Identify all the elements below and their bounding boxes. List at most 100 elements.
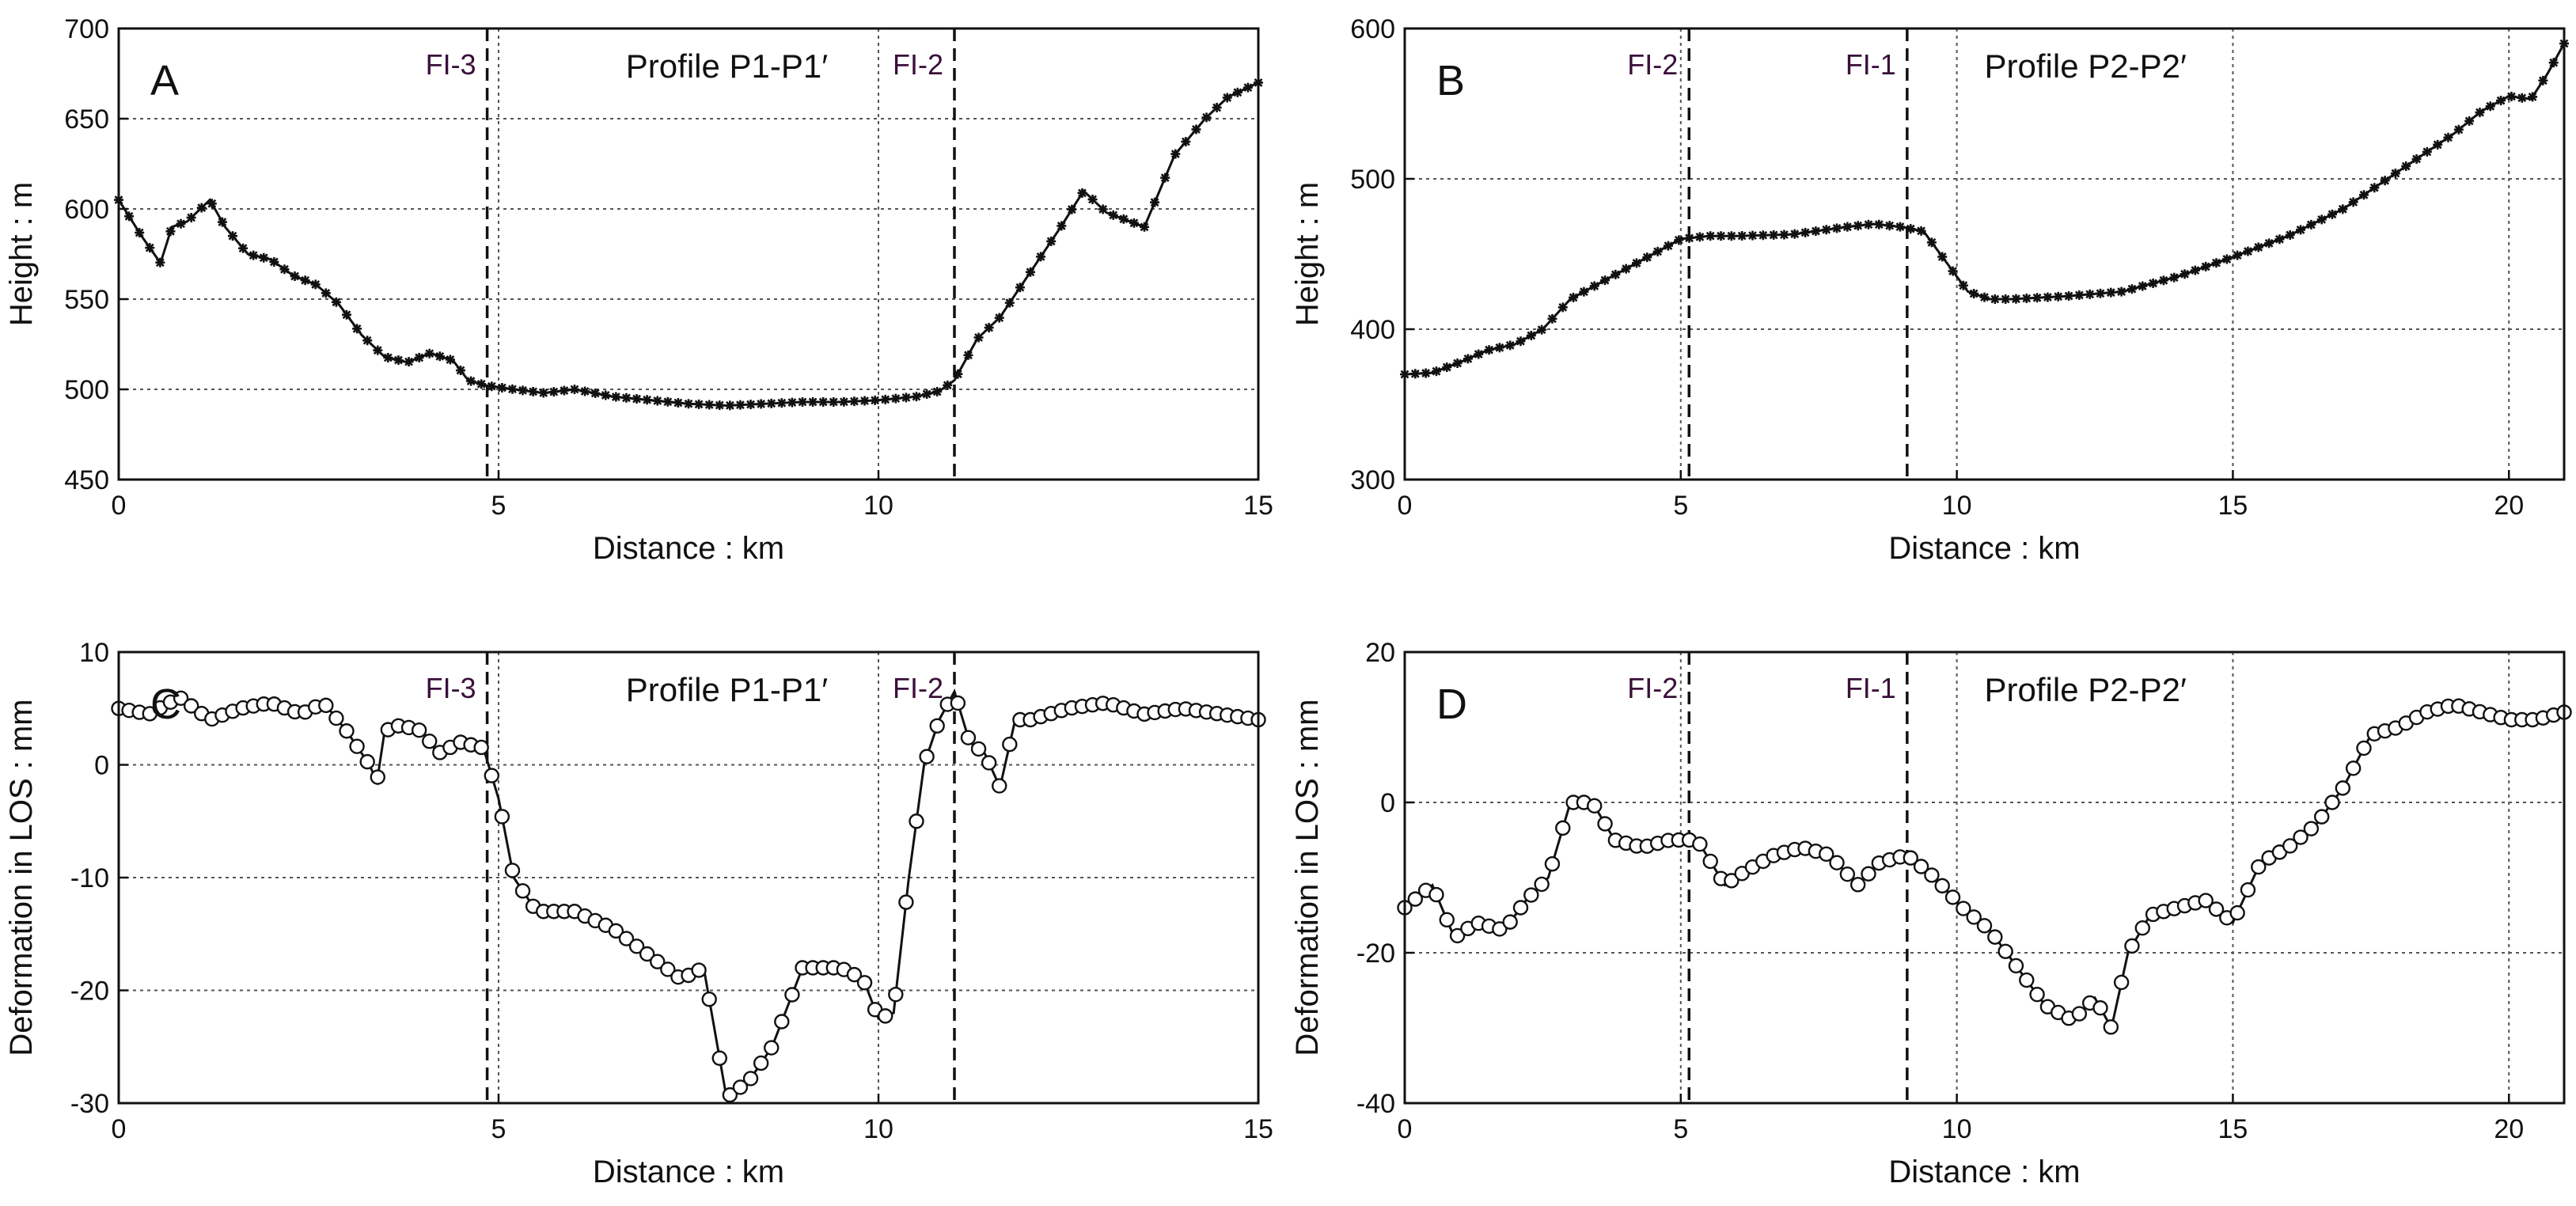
data-point	[950, 695, 966, 711]
data-point	[2284, 229, 2297, 241]
data-point	[1944, 889, 1961, 905]
data-point	[722, 1087, 738, 1103]
data-point	[1555, 820, 1571, 836]
data-point	[672, 396, 685, 409]
data-point	[1076, 187, 1088, 199]
data-point	[1987, 929, 2003, 945]
data-point	[983, 321, 995, 334]
data-point	[484, 768, 499, 783]
data-point	[299, 274, 311, 286]
data-point	[1978, 291, 1990, 303]
series-line	[118, 688, 1259, 1100]
data-point	[2071, 1006, 2088, 1022]
data-point	[1472, 348, 1485, 360]
panel-a: FI-3 FI-2 0 5 10 15 450 500 550 600 650 700 Distance…	[4, 14, 1273, 566]
data-point	[2042, 291, 2054, 303]
data-point	[1861, 866, 1876, 882]
data-point	[1546, 313, 1558, 325]
data-point	[1138, 221, 1151, 233]
fault-label: FI-2	[1627, 48, 1678, 81]
data-point	[620, 392, 632, 404]
data-point	[216, 216, 229, 228]
axes-frame	[117, 27, 1260, 481]
data-point	[1852, 219, 1864, 232]
data-point	[2251, 859, 2267, 875]
data-point	[755, 398, 767, 410]
data-point	[496, 381, 508, 394]
data-point	[579, 385, 591, 397]
data-point	[1967, 287, 1980, 300]
data-point	[993, 312, 1006, 324]
data-point	[434, 350, 446, 362]
data-point	[960, 730, 977, 745]
data-point	[1407, 891, 1424, 907]
data-point	[1767, 229, 1780, 241]
data-point	[226, 229, 239, 242]
profile-label: Profile P1-P1′	[626, 47, 828, 85]
x-tick-label: 15	[2218, 1114, 2248, 1144]
data-point	[952, 368, 964, 380]
data-point	[898, 894, 914, 910]
data-point	[2516, 92, 2529, 104]
data-point	[660, 961, 676, 977]
data-point	[1976, 918, 1993, 934]
data-point	[1715, 229, 1727, 242]
data-point	[1169, 148, 1182, 160]
data-point	[1610, 268, 1622, 281]
data-point	[1641, 251, 1653, 264]
y-tick-label: 650	[64, 104, 109, 135]
data-point	[195, 202, 208, 214]
data-point	[848, 395, 860, 408]
data-point	[1989, 293, 2001, 305]
data-point	[2103, 1019, 2119, 1035]
panel-d: FI-2 FI-1 0 5 10 15 20 -40 -20 0 20 Distance : km De…	[1290, 638, 2572, 1189]
data-point	[1201, 112, 1212, 123]
data-point	[1502, 914, 1518, 930]
data-point	[2199, 260, 2212, 273]
x-tick-label: 15	[2218, 491, 2248, 521]
data-point	[1087, 193, 1098, 206]
data-point	[371, 344, 384, 356]
data-point	[827, 396, 840, 408]
data-point	[992, 778, 1007, 794]
data-point	[339, 723, 355, 739]
data-point	[2052, 290, 2065, 303]
data-point	[527, 385, 539, 398]
x-tick-label: 5	[491, 491, 506, 521]
data-point	[765, 397, 778, 410]
data-point	[2293, 829, 2309, 845]
data-point	[568, 383, 581, 396]
y-axis-label: Height : m	[4, 182, 39, 326]
data-point	[1492, 921, 1508, 937]
data-point	[1694, 231, 1706, 243]
data-point	[1925, 237, 1938, 248]
data-point	[1947, 265, 1959, 277]
data-point	[2073, 289, 2085, 302]
data-point	[2208, 901, 2225, 917]
data-point	[2453, 123, 2465, 136]
data-point	[1956, 901, 1971, 916]
data-point	[1567, 291, 1580, 304]
data-point	[403, 355, 415, 368]
data-point	[2198, 893, 2214, 908]
data-point	[2010, 293, 2022, 305]
data-point	[2008, 958, 2024, 974]
data-point	[328, 710, 344, 726]
data-point	[2274, 233, 2286, 245]
data-point	[2126, 283, 2138, 295]
data-point	[2115, 286, 2127, 298]
x-tick-label: 0	[1398, 491, 1413, 521]
data-point	[631, 393, 643, 405]
data-point	[691, 962, 707, 978]
data-point	[247, 249, 260, 261]
data-point	[651, 395, 664, 407]
data-point	[1903, 850, 1918, 866]
y-tick-label: 300	[1350, 465, 1395, 495]
data-point	[1588, 280, 1601, 292]
data-point	[2092, 999, 2108, 1016]
data-point	[1180, 135, 1192, 148]
data-point	[1231, 86, 1244, 99]
data-point	[1002, 736, 1018, 753]
data-point	[475, 378, 488, 390]
data-point	[2463, 115, 2475, 127]
